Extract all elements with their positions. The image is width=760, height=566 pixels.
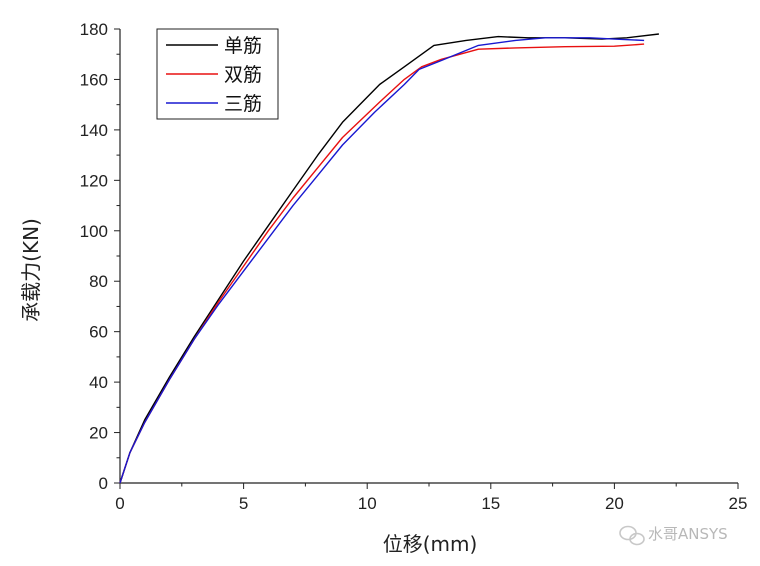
y-tick-label: 100: [80, 222, 108, 241]
watermark: 水哥ANSYS: [619, 525, 728, 546]
y-tick-label: 160: [80, 70, 108, 89]
legend-label-2: 双筋: [224, 64, 262, 86]
x-tick-label: 0: [115, 494, 124, 513]
watermark-text: 水哥ANSYS: [648, 525, 728, 543]
series-line-3: [119, 37, 645, 484]
legend-label-1: 单筋: [224, 35, 262, 57]
series-group: [119, 33, 659, 484]
y-tick-label: 140: [80, 121, 108, 140]
y-tick-label: 80: [89, 272, 108, 291]
x-tick-label: 15: [481, 494, 500, 513]
x-tick-label: 5: [239, 494, 248, 513]
x-tick-label: 10: [358, 494, 377, 513]
y-tick-label: 180: [80, 20, 108, 39]
x-tick-label: 25: [729, 494, 748, 513]
y-axis-title: 承载力(KN): [19, 218, 43, 322]
y-tick-label: 60: [89, 323, 108, 342]
y-tick-label: 20: [89, 424, 108, 443]
axes: 0 5 10 15 20 25 0 20 40 60 80 100 120 140 160 180: [80, 20, 748, 513]
y-tick-label: 0: [99, 474, 108, 493]
wechat-icon: [619, 525, 645, 546]
legend-label-3: 三筋: [224, 93, 262, 115]
y-tick-label: 120: [80, 171, 108, 190]
x-tick-label: 20: [605, 494, 624, 513]
y-tick-label: 40: [89, 373, 108, 392]
x-axis-title: 位移(mm): [383, 532, 478, 556]
